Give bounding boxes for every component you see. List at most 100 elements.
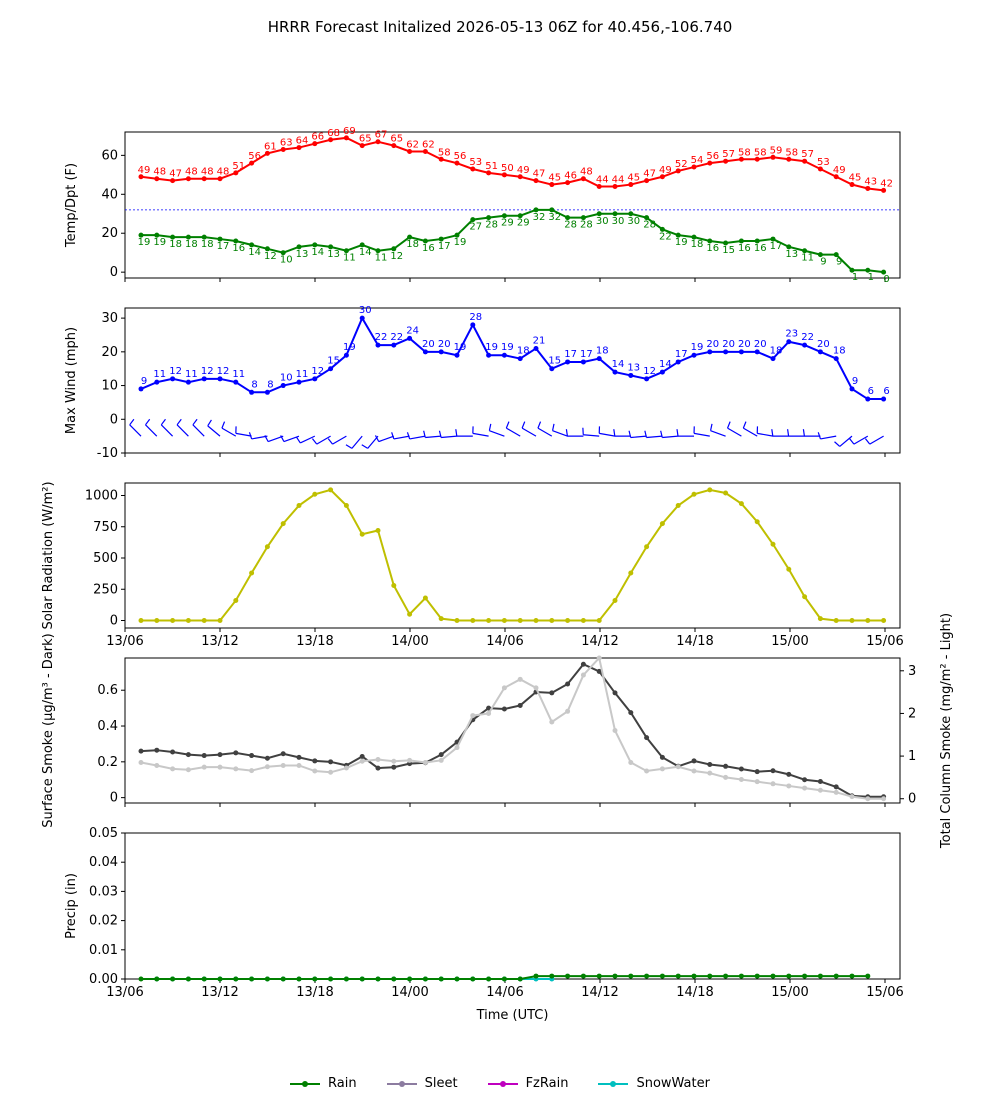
solar-radiation-point (391, 583, 397, 588)
dewpoint-point (501, 213, 507, 219)
x-tick-label: 15/06 (866, 634, 903, 649)
total-column-smoke-point (580, 672, 586, 678)
temp-data-label: 48 (201, 167, 214, 178)
total-column-smoke-line (140, 655, 884, 800)
temp-data-label: 49 (659, 165, 672, 176)
dewpoint-point (201, 234, 207, 240)
wind-data-label: 22 (375, 332, 388, 343)
wind-data-label: 12 (201, 366, 214, 377)
dewpoint-data-label: 13 (296, 249, 309, 260)
surface-smoke-point (707, 762, 713, 768)
wind-data-label: 20 (706, 339, 719, 350)
wind-data-label: 19 (454, 342, 467, 353)
legend: Rain Sleet FzRain SnowWater (0, 1076, 1000, 1091)
temp-point (391, 143, 397, 149)
surface-smoke-point (312, 758, 318, 764)
rain-point (691, 973, 697, 979)
y-tick-label: 0.04 (89, 855, 118, 870)
solar-radiation-point (217, 618, 223, 623)
wind-data-label: 12 (311, 366, 324, 377)
dewpoint-data-label: 18 (185, 239, 198, 250)
wind-barb (192, 424, 205, 437)
y-tick-label: 0 (110, 791, 118, 806)
dewpoint-point (659, 226, 665, 232)
dewpoint-point (675, 232, 681, 238)
y-tick-label: 0.01 (89, 943, 118, 958)
wind-barb-flag (613, 429, 616, 437)
max-wind-point (375, 342, 381, 348)
rain-point (201, 976, 207, 982)
surface-smoke-point (328, 759, 334, 765)
surface-smoke-line (140, 663, 884, 798)
wind-barb-flag (438, 430, 442, 438)
dewpoint-point (217, 236, 223, 242)
wind-data-label: 19 (485, 342, 498, 353)
max-wind-point (612, 369, 618, 375)
wind-barb-flag (361, 444, 369, 449)
surface-smoke-point (644, 735, 650, 741)
wind-barb (221, 427, 237, 437)
wind-data-label: 21 (533, 335, 546, 346)
wind-data-label: 17 (675, 349, 688, 360)
max-wind-point (359, 315, 365, 321)
rain-point (833, 973, 839, 979)
wind-data-label: 20 (422, 339, 435, 350)
total-column-smoke-point (343, 765, 349, 771)
surface-smoke-point (233, 750, 239, 756)
wind-barb (853, 435, 869, 445)
temp-point (264, 150, 270, 156)
dewpoint-data-label: 16 (232, 243, 245, 254)
wind-barb (599, 432, 616, 437)
surface-smoke-point (817, 779, 823, 785)
total-column-smoke-point (738, 777, 744, 783)
max-wind-point (391, 342, 397, 348)
solar-radiation-point (833, 618, 839, 623)
temp-point (754, 156, 760, 162)
max-wind-point (280, 383, 286, 389)
x-tick-label: 13/18 (296, 985, 333, 1000)
max-wind-point (296, 379, 302, 385)
wind-barb (521, 427, 537, 437)
temp-data-label: 56 (706, 151, 719, 162)
solar-radiation-point (280, 521, 286, 527)
dewpoint-data-label: 32 (533, 212, 546, 223)
temp-data-label: 50 (501, 163, 514, 174)
temp-data-label: 45 (627, 173, 640, 184)
temp-point (565, 180, 571, 186)
dewpoint-point (328, 244, 334, 250)
rain-point (312, 976, 318, 982)
surface-smoke-point (217, 752, 223, 758)
temp-point (659, 174, 665, 180)
solar-radiation-point (549, 618, 555, 623)
surface-smoke-point (280, 751, 286, 757)
temp-data-label: 51 (232, 161, 245, 172)
temp-data-label: 65 (359, 134, 372, 145)
dewpoint-line (141, 208, 884, 274)
wind-barb (251, 435, 268, 440)
total-column-smoke-point (375, 757, 381, 762)
surface-smoke-point (249, 753, 255, 759)
rain-point (849, 973, 855, 979)
axes-frame (124, 307, 901, 454)
wind-barb (743, 427, 758, 437)
dewpoint-data-label: 10 (280, 255, 293, 266)
solar-radiation-point (154, 618, 160, 623)
dewpoint-point (549, 207, 555, 213)
max-wind-point (707, 349, 713, 355)
temp-point (138, 174, 144, 180)
x-tick-label: 13/06 (106, 985, 143, 1000)
dewpoint-point (407, 234, 413, 240)
wind-data-label: 19 (501, 342, 514, 353)
solar-radiation-point (865, 618, 871, 623)
solar-radiation-point (233, 598, 239, 603)
dewpoint-point (185, 234, 191, 240)
dewpoint-point (565, 215, 571, 221)
wind-barb (552, 430, 568, 437)
solar-radiation-point (786, 566, 792, 572)
dewpoint-point (280, 250, 286, 256)
dewpoint-data-label: 29 (501, 218, 514, 229)
dewpoint-data-label: 30 (627, 216, 640, 227)
wind-barb-flag (709, 423, 713, 431)
rain-point (296, 976, 302, 982)
max-wind-point (817, 349, 823, 355)
